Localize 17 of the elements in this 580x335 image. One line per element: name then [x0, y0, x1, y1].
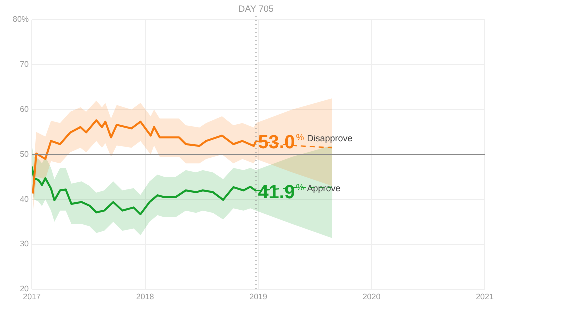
- x-tick-label: 2019: [250, 292, 268, 302]
- y-tick-label: 30: [20, 240, 30, 249]
- y-tick-label: 80%: [12, 15, 30, 24]
- x-tick-label: 2020: [362, 292, 382, 302]
- text: Approve: [307, 184, 341, 194]
- x-tick-label: 2021: [476, 292, 494, 302]
- x-tick-label: 2018: [136, 292, 155, 302]
- y-tick-label: 70: [20, 60, 30, 70]
- y-tick-label: 50: [20, 150, 30, 159]
- y-tick-label: 40: [20, 194, 30, 204]
- annotation: 41.9%: [258, 182, 304, 204]
- x-tick-label: 2017: [23, 292, 42, 302]
- annotation: 53.0%: [258, 132, 304, 154]
- ref-line-label: DAY 705: [238, 4, 274, 14]
- text: Disapprove: [307, 134, 353, 144]
- y-tick-label: 20: [20, 284, 30, 294]
- y-tick-label: 60: [20, 105, 30, 114]
